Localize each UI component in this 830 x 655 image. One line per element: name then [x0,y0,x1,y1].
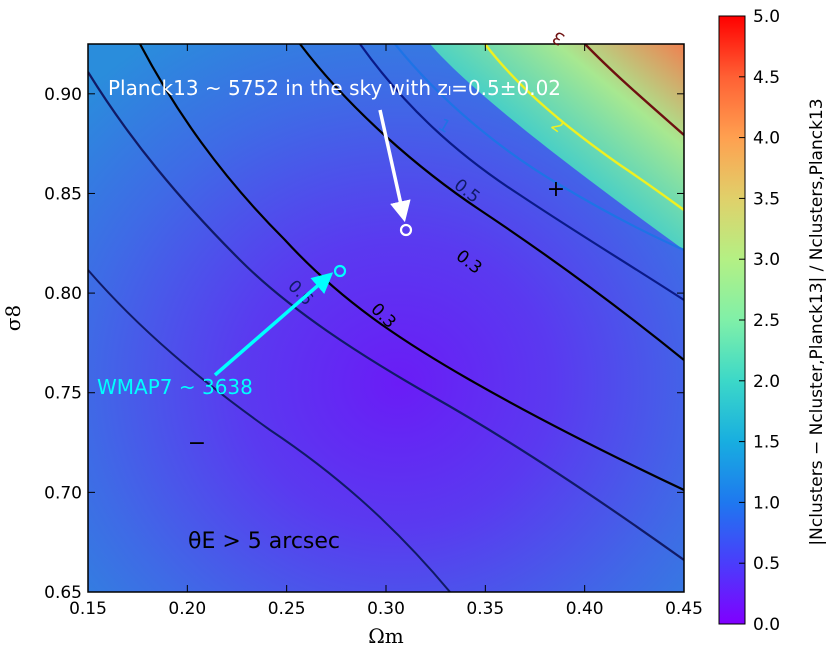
plot-area: 0.5 0.3 0.3 0.6 1 2 + − Planck13 ~ 5752 … [88,44,684,592]
colorbar-tick-label: 1.5 [753,433,780,453]
contour-2 [484,44,684,211]
colorbar-ticks: 0.0 0.5 1.0 1.5 2.0 2.5 3.0 3.5 4.0 4.5 5.0 [739,7,780,635]
y-tick-label: 0.65 [44,583,82,603]
contour-3 [584,44,684,136]
colorbar-tick-label: 5.0 [753,7,780,27]
plus-marker: + [547,177,565,202]
y-axis-label: σ8 [1,305,25,331]
planck13-annotation: Planck13 ~ 5752 in the sky with zₗ=0.5±0… [108,76,561,100]
x-axis-label: Ωm [368,624,404,648]
y-tick-label: 0.90 [44,85,82,105]
y-tick-label: 0.75 [44,384,82,404]
contour-0.3-upper [139,44,684,491]
y-tick-label: 0.70 [44,483,82,503]
contour-1 [394,44,684,252]
y-axis-ticks: 0.65 0.70 0.75 0.80 0.85 0.90 [44,85,684,603]
planck-arrow [378,109,411,223]
wmap7-annotation: WMAP7 ~ 3638 [97,375,253,399]
wmap7-point [333,264,347,278]
x-tick-label: 0.30 [367,599,405,619]
x-tick-label: 0.15 [69,599,107,619]
contour-0.5-left [88,269,451,592]
contour-0.5-lower [88,71,684,561]
minus-marker: − [188,431,206,456]
colorbar-label: |Nclusters − Ncluster,Planck13| / Nclust… [807,98,827,545]
colorbar-tick-label: 2.5 [753,311,780,331]
contour-0.3-right [299,44,684,361]
y-tick-label: 0.80 [44,284,82,304]
x-tick-label: 0.45 [665,599,703,619]
colorbar-tick-label: 0.5 [753,554,780,574]
x-axis-ticks: 0.15 0.20 0.25 0.30 0.35 0.40 0.45 [69,44,703,619]
x-tick-label: 0.20 [168,599,206,619]
colorbar-tick-label: 2.0 [753,372,780,392]
colorbar-tick-label: 4.0 [753,129,780,149]
colorbar-tick-label: 3.0 [753,250,780,270]
wmap-arrow [213,272,334,377]
colorbar-tick-label: 3.5 [753,189,780,209]
theta-annotation: θE > 5 arcsec [188,529,340,554]
x-tick-label: 0.35 [466,599,504,619]
colorbar-tick-label: 4.5 [753,68,780,88]
planck13-point [399,223,413,237]
upper-right-gradient-region [430,44,684,250]
colorbar-tick-label: 1.0 [753,493,780,513]
y-tick-label: 0.85 [44,184,82,204]
x-tick-label: 0.40 [566,599,604,619]
colorbar-tick-label: 0.0 [753,615,780,635]
x-tick-label: 0.25 [268,599,306,619]
contour-0.5-right [359,44,684,301]
